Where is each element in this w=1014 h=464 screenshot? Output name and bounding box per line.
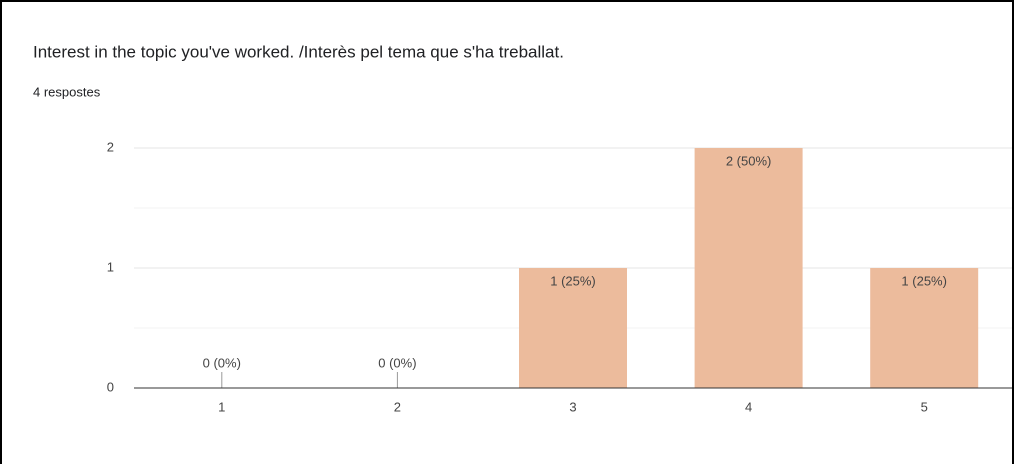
value-label: 1 (25%)	[550, 273, 596, 288]
y-tick-label: 0	[107, 379, 114, 394]
value-label: 2 (50%)	[726, 153, 772, 168]
x-tick-label: 3	[569, 399, 576, 414]
y-tick-label: 2	[107, 139, 114, 154]
chart-title: Interest in the topic you've worked. /In…	[33, 42, 564, 61]
bar	[519, 268, 627, 388]
x-tick-label: 5	[921, 399, 928, 414]
y-tick-label: 1	[107, 259, 114, 274]
bar	[694, 148, 803, 388]
bar	[870, 268, 979, 388]
x-tick-label: 2	[394, 399, 401, 414]
x-tick-label: 1	[218, 399, 225, 414]
value-label: 0 (0%)	[203, 355, 241, 370]
value-label: 0 (0%)	[378, 355, 416, 370]
chart-subtitle: 4 respostes	[33, 84, 101, 99]
value-label: 1 (25%)	[901, 273, 947, 288]
x-tick-label: 4	[745, 399, 752, 414]
